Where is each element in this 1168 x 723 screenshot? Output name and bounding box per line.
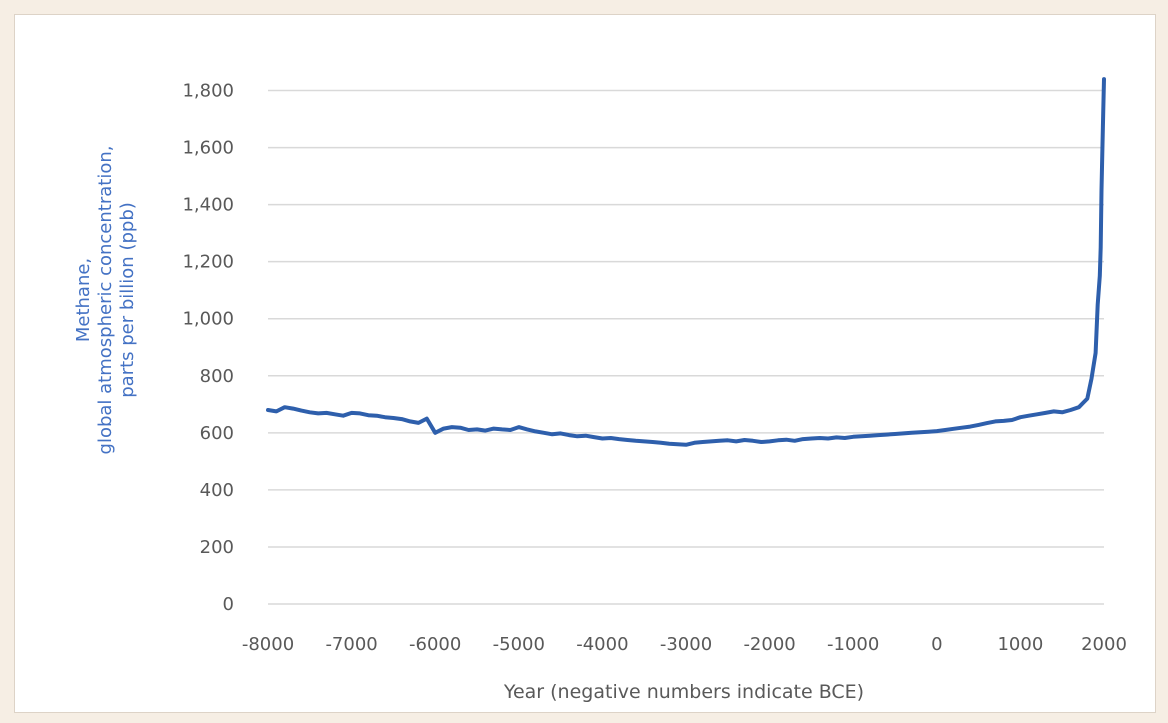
x-tick-label: -1000: [827, 634, 879, 655]
x-axis-ticks: -8000 -7000 -6000 -5000 -4000 -3000 -2000 -1000…: [242, 634, 1127, 655]
y-axis-label-line: global atmospheric concentration,: [95, 146, 116, 455]
series-line-0: [266, 77, 1106, 447]
x-tick-label: -3000: [660, 634, 712, 655]
y-axis-label-line: parts per billion (ppb): [117, 202, 138, 398]
x-axis-label: Year (negative numbers indicate BCE): [503, 681, 864, 703]
x-tick-label: -5000: [493, 634, 545, 655]
y-axis-label: Methane,global atmospheric concentration…: [73, 146, 138, 455]
y-axis-label-line: Methane,: [73, 258, 94, 342]
y-tick-label: 1,000: [182, 309, 234, 330]
y-tick-label: 1,800: [182, 81, 234, 102]
y-tick-label: 400: [200, 480, 234, 501]
x-tick-label: -4000: [576, 634, 628, 655]
y-tick-label: 1,200: [182, 252, 234, 273]
x-tick-label: -7000: [325, 634, 377, 655]
x-tick-label: -2000: [743, 634, 795, 655]
y-tick-label: 1,400: [182, 195, 234, 216]
y-tick-label: 200: [200, 537, 234, 558]
y-tick-label: 1,600: [182, 138, 234, 159]
x-tick-label: -6000: [409, 634, 461, 655]
y-tick-label: 0: [223, 594, 234, 615]
y-tick-label: 800: [200, 366, 234, 387]
y-tick-label: 600: [200, 423, 234, 444]
y-axis-label-text: Methane,global atmospheric concentration…: [73, 146, 138, 455]
gridlines: [268, 89, 1104, 605]
x-tick-label: 0: [931, 634, 942, 655]
x-tick-label: 1000: [997, 634, 1043, 655]
chart-panel: [14, 14, 1156, 713]
y-axis-ticks: 0 200 400 600 800 1,000 1,200 1,400 1,600 1,800: [182, 81, 234, 615]
x-tick-label: -8000: [242, 634, 294, 655]
series-layer: [266, 77, 1106, 447]
x-tick-label: 2000: [1081, 634, 1127, 655]
